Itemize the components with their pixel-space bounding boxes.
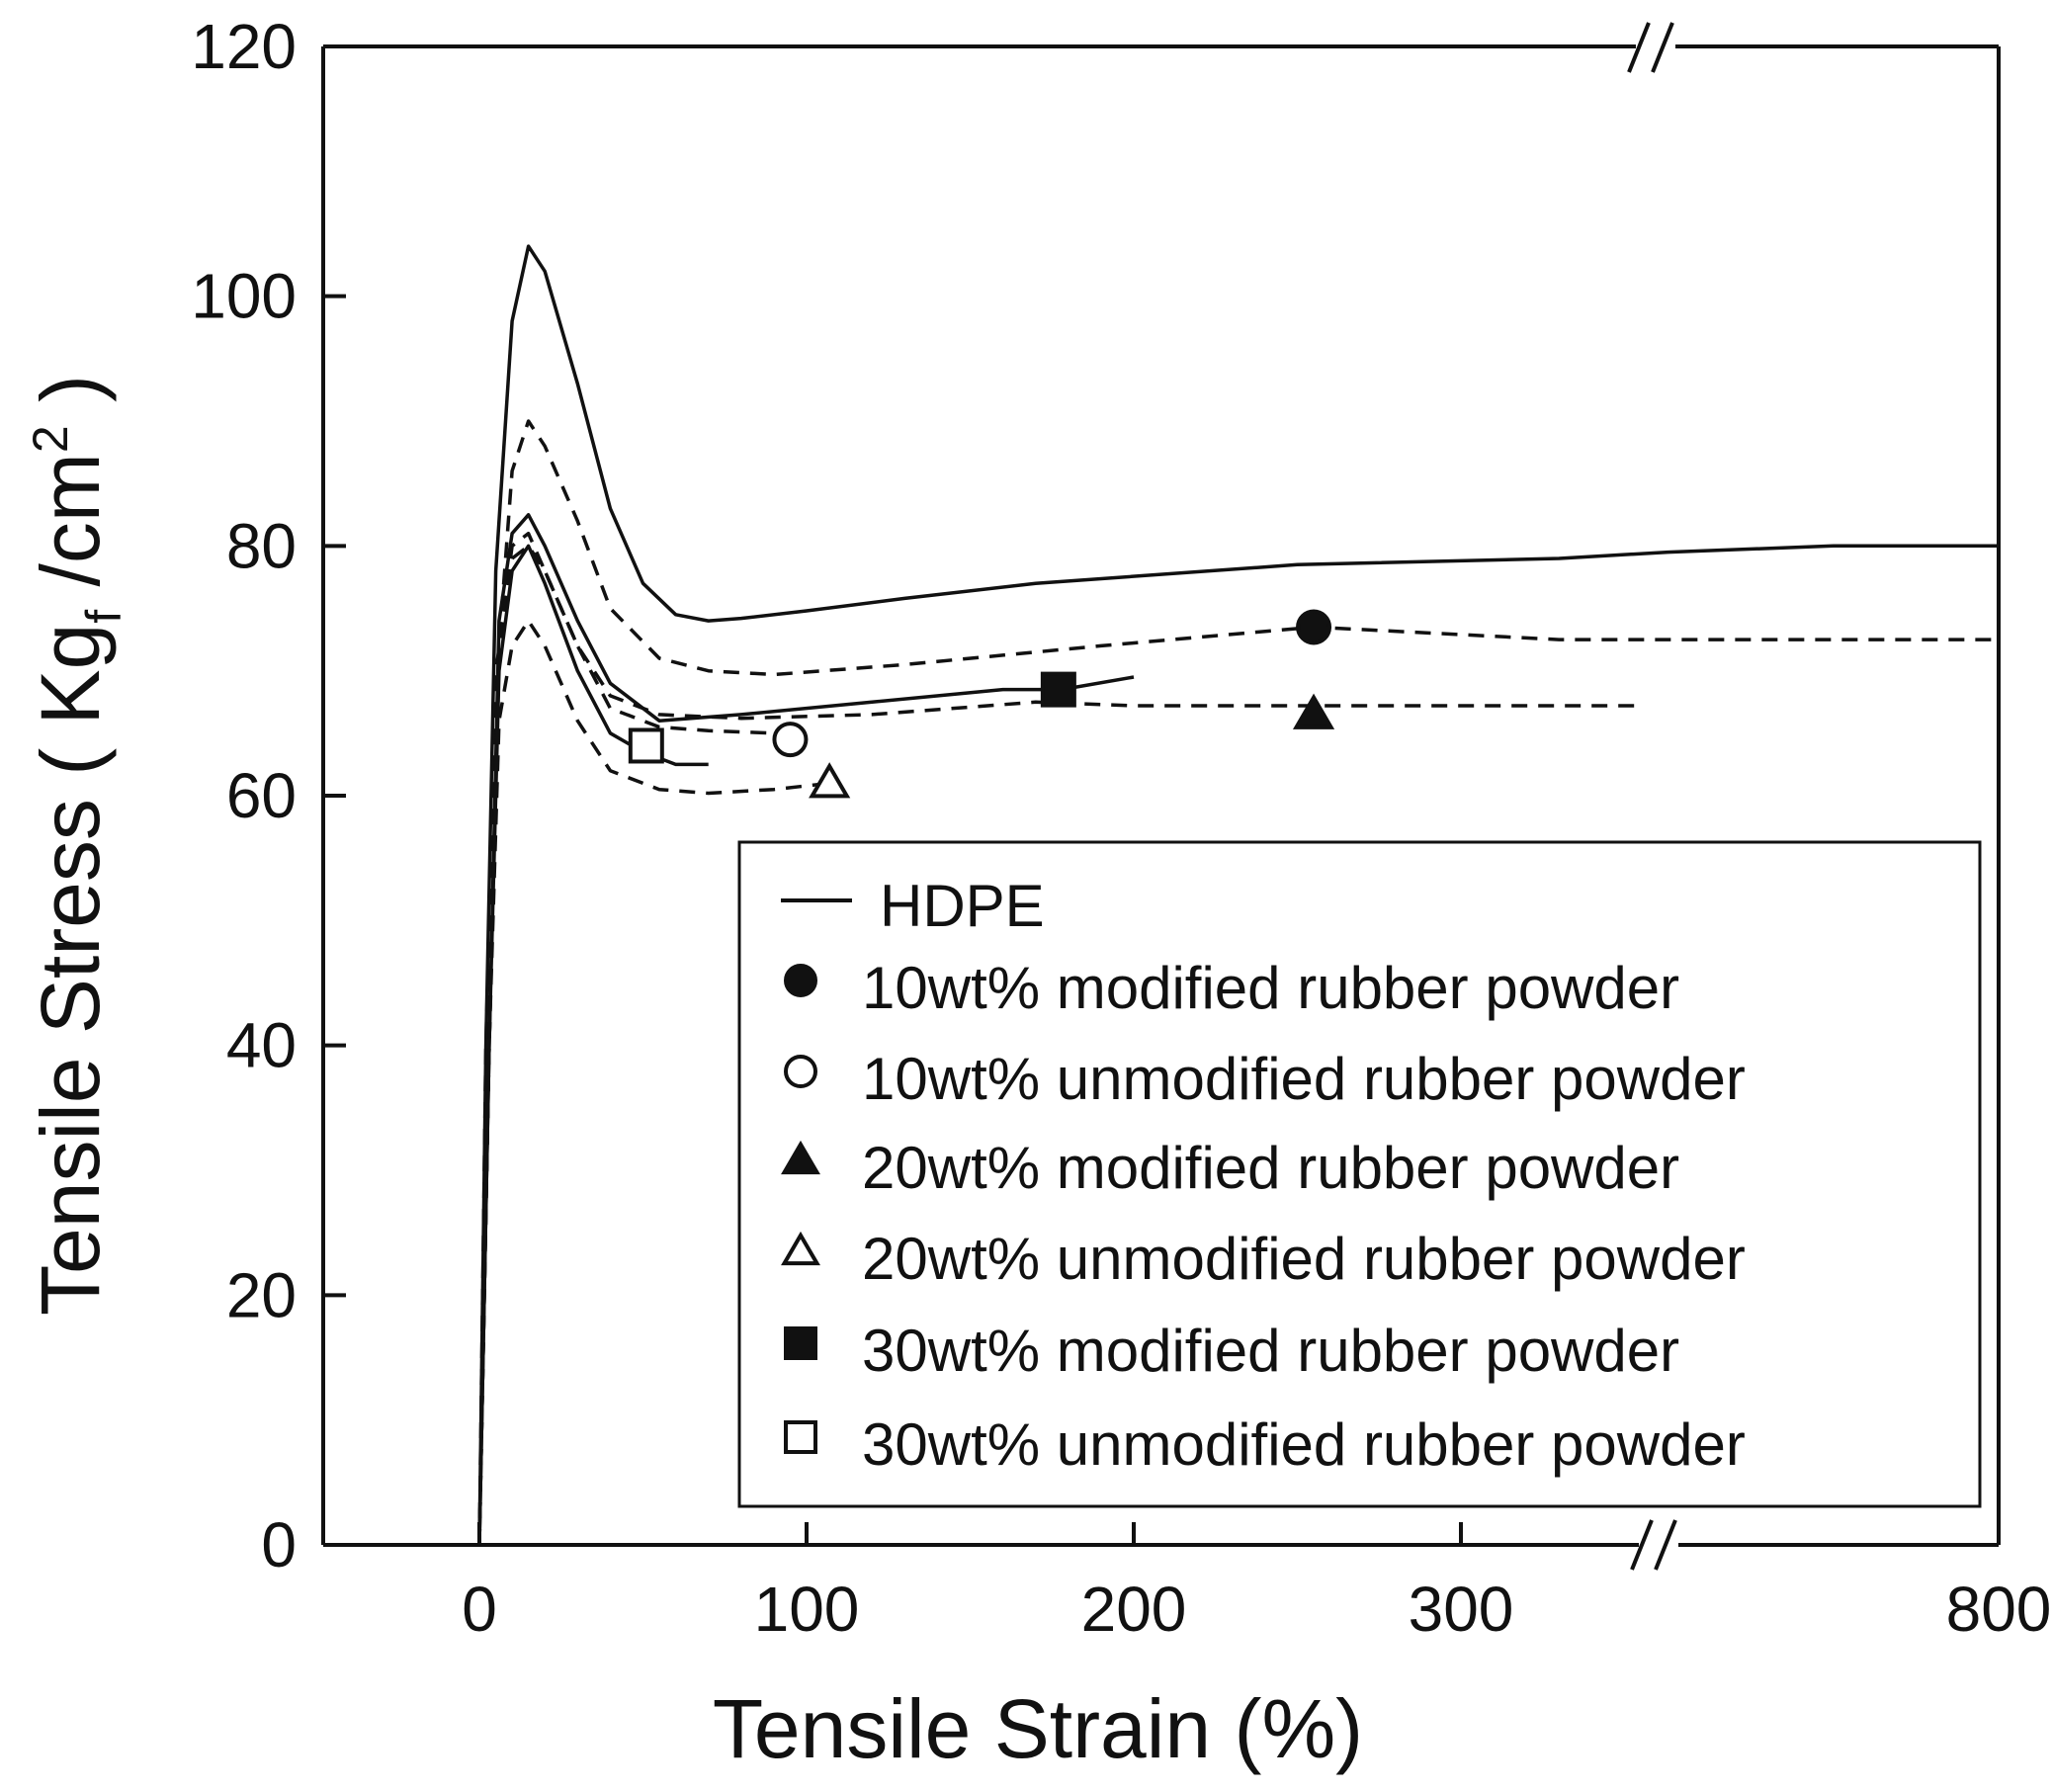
legend-label: 30wt% unmodified rubber powder bbox=[862, 1411, 1746, 1478]
legend-label: 30wt% modified rubber powder bbox=[862, 1318, 1679, 1384]
y-tick-label: 0 bbox=[261, 1509, 297, 1580]
legend-label: 10wt% unmodified rubber powder bbox=[862, 1046, 1746, 1112]
legend-label: HDPE bbox=[880, 873, 1045, 939]
legend-label: 20wt% modified rubber powder bbox=[862, 1135, 1679, 1201]
y-axis-ticks: 0 20 40 60 80 100 120 bbox=[191, 11, 346, 1580]
marker-10wtpct-unmodified-rubber-powder bbox=[772, 722, 809, 758]
marker-20wtpct-unmodified-rubber-powder bbox=[809, 762, 851, 799]
data-markers bbox=[628, 609, 1335, 799]
y-tick-label: 120 bbox=[191, 11, 297, 82]
legend-swatch-10wtpct-unmodified-rubber-powder bbox=[784, 1055, 817, 1088]
x-tick-label: 300 bbox=[1409, 1574, 1514, 1645]
x-tick-label: 100 bbox=[754, 1574, 860, 1645]
marker-10wtpct-modified-rubber-powder bbox=[1296, 609, 1332, 645]
marker-30wtpct-modified-rubber-powder bbox=[1040, 671, 1076, 708]
marker-30wtpct-unmodified-rubber-powder bbox=[628, 727, 664, 764]
axis-break-marks bbox=[1627, 22, 1677, 1571]
legend-swatch-20wtpct-unmodified-rubber-powder bbox=[781, 1231, 820, 1266]
legend-swatch-30wtpct-modified-rubber-powder bbox=[784, 1326, 817, 1360]
x-axis-ticks: 0 100 200 300 800 bbox=[462, 1522, 2051, 1645]
y-axis-label: Tensile Stress ( Kgf /cm2 ) bbox=[23, 375, 131, 1316]
x-tick-label: 200 bbox=[1081, 1574, 1187, 1645]
marker-20wtpct-modified-rubber-powder bbox=[1292, 693, 1335, 729]
y-tick-label: 80 bbox=[226, 510, 297, 581]
y-tick-label: 40 bbox=[226, 1010, 297, 1081]
top-axis-break-mark bbox=[1651, 22, 1674, 73]
x-tick-label: 800 bbox=[1946, 1574, 2052, 1645]
curve-20wtpct-modified-rubber-powder bbox=[477, 531, 1636, 1546]
legend-swatch-20wtpct-modified-rubber-powder bbox=[781, 1140, 820, 1175]
y-tick-label: 100 bbox=[191, 261, 297, 332]
legend-swatch-10wtpct-modified-rubber-powder bbox=[784, 964, 817, 997]
legend-label: 10wt% modified rubber powder bbox=[862, 955, 1679, 1021]
legend: HDPE 10wt% modified rubber powder 10wt% un… bbox=[737, 840, 1982, 1508]
curve-hdpe bbox=[477, 244, 1999, 1546]
legend-swatch-30wtpct-unmodified-rubber-powder bbox=[784, 1420, 817, 1454]
x-axis-label: Tensile Strain (%) bbox=[713, 1682, 1363, 1775]
bottom-axis-break-mark bbox=[1654, 1519, 1677, 1571]
bottom-axis-break-mark bbox=[1630, 1519, 1654, 1571]
legend-label: 20wt% unmodified rubber powder bbox=[862, 1226, 1746, 1292]
top-axis-break-mark bbox=[1627, 22, 1651, 73]
y-tick-label: 20 bbox=[226, 1259, 297, 1330]
curve-30wtpct-modified-rubber-powder bbox=[477, 513, 1135, 1546]
y-tick-label: 60 bbox=[226, 760, 297, 831]
stress-strain-curves bbox=[477, 244, 1999, 1546]
curve-10wtpct-modified-rubber-powder bbox=[477, 419, 1999, 1546]
x-tick-label: 0 bbox=[462, 1574, 497, 1645]
legend-box bbox=[737, 840, 1982, 1508]
curve-20wtpct-unmodified-rubber-powder bbox=[477, 619, 830, 1546]
